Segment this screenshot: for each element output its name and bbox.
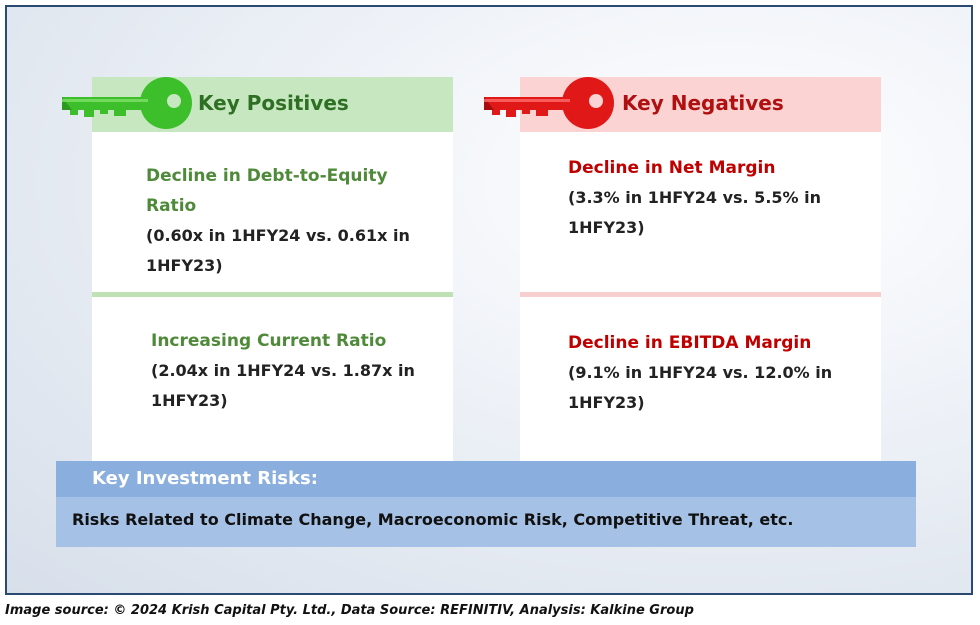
positive-2-detail-line2: 1HFY23) (151, 391, 228, 410)
positive-1-detail-line1: (0.60x in 1HFY24 vs. 0.61x in (146, 226, 410, 245)
negative-divider (520, 292, 881, 297)
positive-divider (92, 292, 453, 297)
positive-1-detail-line2: 1HFY23) (146, 256, 223, 275)
negative-1-detail-line2: 1HFY23) (568, 218, 645, 237)
key-negatives-title: Key Negatives (622, 91, 784, 115)
negative-card-1: Decline in Net Margin (3.3% in 1HFY24 vs… (520, 132, 881, 294)
negative-2-detail-line1: (9.1% in 1HFY24 vs. 12.0% in (568, 363, 833, 382)
red-key-icon (484, 77, 614, 129)
image-source-caption: Image source: © 2024 Krish Capital Pty. … (5, 603, 694, 618)
positive-2-detail-line1: (2.04x in 1HFY24 vs. 1.87x in (151, 361, 415, 380)
positive-1-title-line1: Decline in Debt-to-Equity (146, 166, 388, 186)
green-key-icon (62, 77, 192, 129)
negative-2-detail-line2: 1HFY23) (568, 393, 645, 412)
positive-card-1: Decline in Debt-to-Equity Ratio (0.60x i… (92, 132, 453, 294)
key-investment-risks-text: Risks Related to Climate Change, Macroec… (72, 510, 794, 529)
positive-2-title-line1: Increasing Current Ratio (151, 331, 387, 351)
negative-1-title-line1: Decline in Net Margin (568, 158, 776, 178)
negative-2-title-line1: Decline in EBITDA Margin (568, 333, 812, 353)
negative-1-detail-line1: (3.3% in 1HFY24 vs. 5.5% in (568, 188, 821, 207)
key-investment-risks-title: Key Investment Risks: (92, 468, 318, 489)
positive-card-2: Increasing Current Ratio (2.04x in 1HFY2… (92, 297, 453, 462)
key-investment-risks-box: Key Investment Risks: Risks Related to C… (56, 461, 916, 547)
key-negatives-header: Key Negatives (484, 77, 881, 132)
negative-card-2: Decline in EBITDA Margin (9.1% in 1HFY24… (520, 297, 881, 462)
key-positives-title: Key Positives (198, 91, 349, 115)
key-positives-header: Key Positives (62, 77, 453, 132)
key-investment-risks-header: Key Investment Risks: (56, 461, 916, 497)
positive-1-title-line2: Ratio (146, 196, 197, 216)
